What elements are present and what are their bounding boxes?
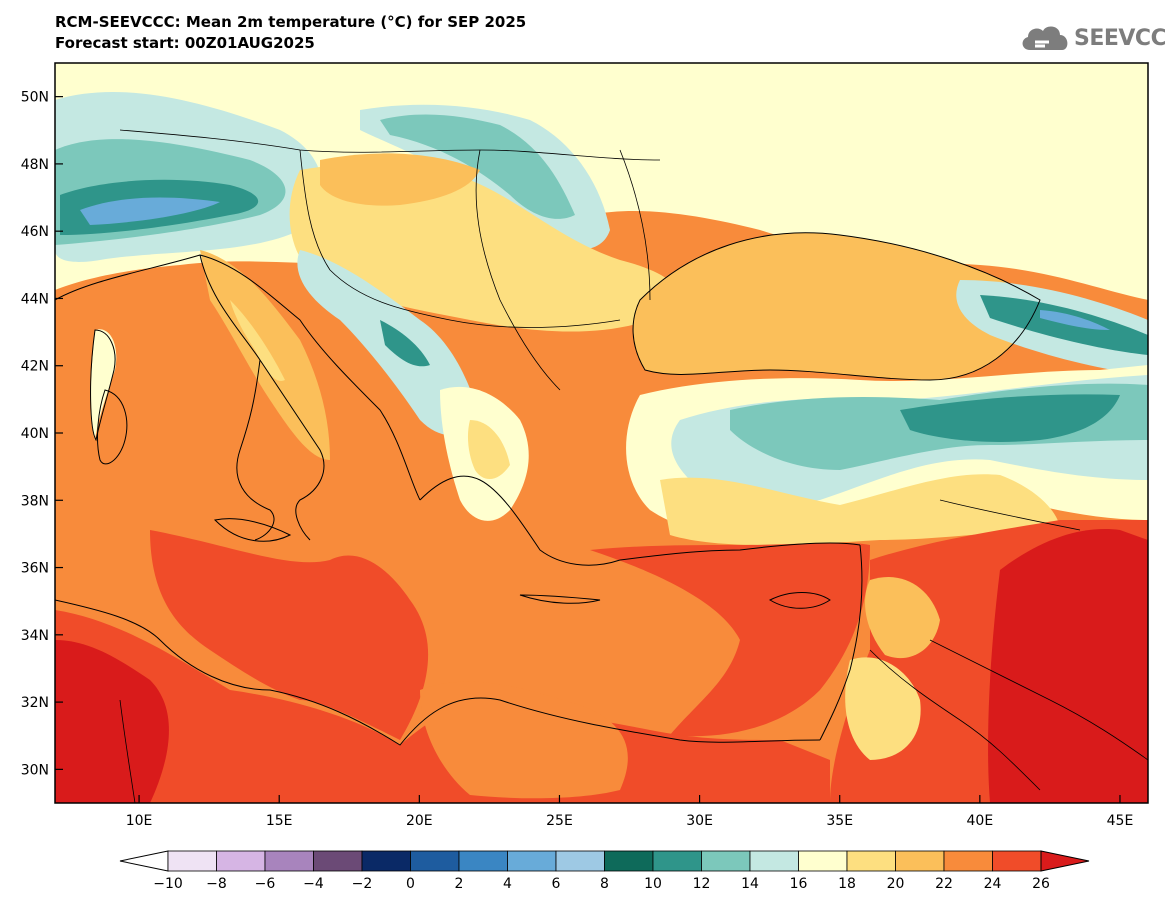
title-line-2: Forecast start: 00Z01AUG2025	[55, 34, 315, 52]
colorbar-label: 0	[406, 876, 415, 892]
field-jordan-warm	[845, 657, 921, 760]
lat-tick-label: 48N	[21, 157, 49, 173]
lat-tick-label: 34N	[21, 628, 49, 644]
colorbar-label: 2	[455, 876, 464, 892]
field-anatolia-dark	[900, 394, 1120, 442]
colorbar-label: −4	[303, 876, 324, 892]
field-greece-warm	[467, 420, 510, 480]
field-iraq-hottest	[988, 529, 1148, 803]
field-caucasus-blue	[1040, 310, 1110, 330]
lon-tick-label: 45E	[1107, 813, 1134, 829]
latitude-axis: 50N 48N 46N 44N 42N 40N 38N 36N 34N 32N 30N	[21, 90, 63, 778]
country-borders	[119, 129, 1148, 803]
lat-tick-label: 30N	[21, 762, 49, 778]
colorbar-label: 14	[741, 876, 759, 892]
colorbar-label: 18	[838, 876, 856, 892]
lat-tick-label: 44N	[21, 291, 49, 307]
field-syria-warm	[865, 576, 940, 659]
lon-tick-label: 25E	[546, 813, 573, 829]
field-south-sea-warm	[150, 530, 429, 740]
field-alps-blue	[80, 197, 220, 225]
colorbar-label: 22	[935, 876, 953, 892]
colorbar-swatch	[992, 850, 1042, 872]
colorbar-swatch	[264, 850, 314, 872]
longitude-axis: 10E 15E 20E 25E 30E 35E 40E 45E	[126, 795, 1134, 829]
colorbar-label: 6	[552, 876, 561, 892]
lon-tick-label: 35E	[826, 813, 853, 829]
colorbar-low-arrow	[119, 850, 169, 872]
logo-text: SEEVCCC	[1074, 26, 1165, 51]
colorbar-swatch	[895, 850, 945, 872]
colorbar-swatch	[555, 850, 605, 872]
colorbar-swatch	[846, 850, 896, 872]
colorbar-label: −8	[206, 876, 227, 892]
field-africa-hot	[55, 610, 830, 803]
colorbar-label: 8	[600, 876, 609, 892]
colorbar-swatch	[943, 850, 993, 872]
colorbar-swatch	[167, 850, 217, 872]
field-caucasus-teal	[980, 295, 1148, 355]
field-levant-sea	[590, 542, 870, 737]
colorbar-label: 20	[887, 876, 905, 892]
lat-tick-label: 42N	[21, 359, 49, 375]
colorbar-label: 10	[644, 876, 662, 892]
field-italy-cool	[230, 300, 285, 381]
field-corsica	[90, 329, 117, 440]
field-africa-hotter	[55, 640, 169, 803]
field-balkan-teal	[380, 320, 430, 367]
field-anatolia-south-warm	[660, 474, 1060, 545]
lat-tick-label: 50N	[21, 90, 49, 106]
colorbar-swatch	[458, 850, 508, 872]
lat-tick-label: 36N	[21, 561, 49, 577]
title-line-1: RCM-SEEVCCC: Mean 2m temperature (°C) fo…	[55, 13, 527, 31]
colorbar-swatch	[507, 850, 557, 872]
colorbar-swatch	[313, 850, 363, 872]
colorbar-label: 26	[1032, 876, 1050, 892]
colorbar-label: −6	[255, 876, 276, 892]
colorbar-swatch	[410, 850, 460, 872]
lon-tick-label: 20E	[406, 813, 433, 829]
lat-tick-label: 46N	[21, 224, 49, 240]
colorbar-label: −10	[153, 876, 183, 892]
field-black-sea	[633, 232, 1040, 380]
lat-tick-label: 38N	[21, 493, 49, 509]
coastlines	[55, 232, 1041, 746]
field-hungary-warm	[320, 153, 480, 206]
colorbar-swatch	[701, 850, 751, 872]
lat-tick-label: 32N	[21, 695, 49, 711]
colorbar-swatch	[749, 850, 799, 872]
lat-tick-label: 40N	[21, 426, 49, 442]
colorbar-label: 24	[984, 876, 1002, 892]
seevccc-logo: SEEVCCC	[1018, 20, 1165, 60]
colorbar-label: 4	[503, 876, 512, 892]
cloud-icon	[1022, 26, 1068, 50]
lon-tick-label: 15E	[266, 813, 293, 829]
lon-tick-label: 40E	[967, 813, 994, 829]
colorbar-swatch	[798, 850, 848, 872]
colorbar-label: −2	[352, 876, 373, 892]
colorbar-label: 12	[693, 876, 711, 892]
colorbar-swatch	[604, 850, 654, 872]
colorbar-swatch	[216, 850, 266, 872]
chart-title: RCM-SEEVCCC: Mean 2m temperature (°C) fo…	[55, 12, 526, 54]
lon-tick-label: 30E	[686, 813, 713, 829]
colorbar-high-arrow	[1040, 850, 1090, 872]
colorbar-swatch	[361, 850, 411, 872]
lon-tick-label: 10E	[126, 813, 153, 829]
colorbar-swatch	[652, 850, 702, 872]
field-libya-warm	[420, 681, 628, 799]
colorbar: −10 −8 −6 −4 −2 0 2 4 6 8 10 12 14 16 18 20 22 24 26	[119, 850, 1090, 892]
temperature-field	[55, 63, 1148, 803]
colorbar-label: 16	[790, 876, 808, 892]
